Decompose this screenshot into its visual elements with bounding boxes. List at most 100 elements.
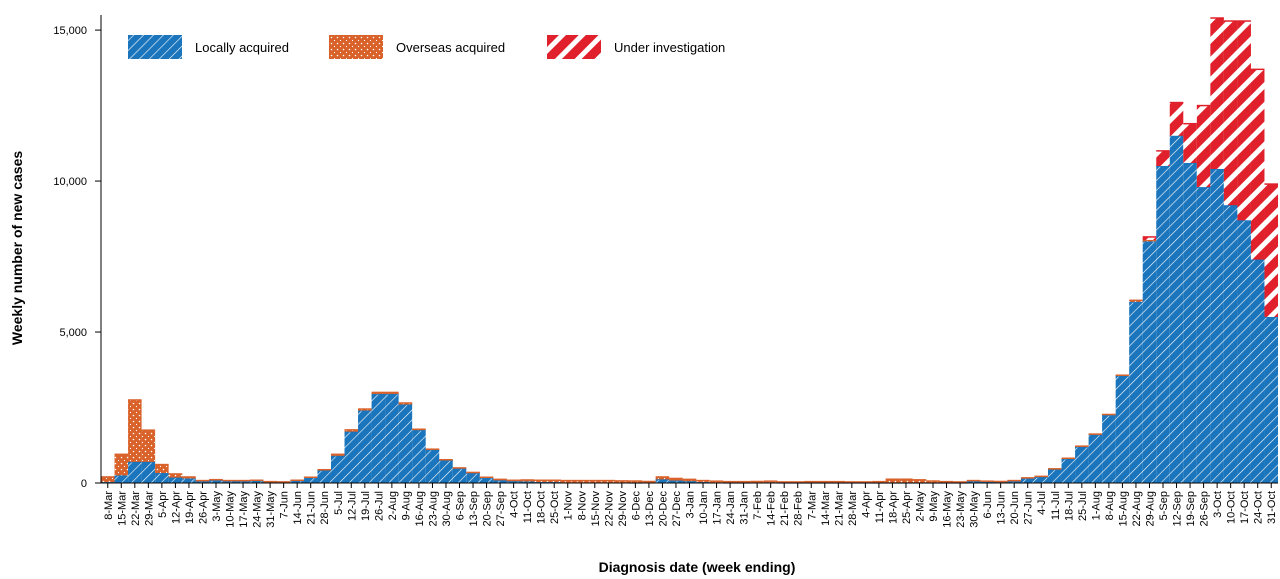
x-tick-label: 23-May [955, 491, 967, 528]
x-tick-label: 15-Nov [590, 491, 602, 527]
bar-segment [155, 464, 169, 474]
bar-segment [1142, 239, 1157, 242]
bar-segment [533, 480, 548, 483]
x-tick-label: 29-Aug [1144, 491, 1156, 526]
bar-segment [1183, 123, 1197, 163]
bar-segment [1183, 162, 1197, 484]
x-tick-label: 18-Apr [887, 491, 899, 524]
x-tick-label: 12-Jul [346, 491, 358, 521]
x-tick-label: 31-Oct [1266, 491, 1278, 524]
x-tick-label: 8-Nov [576, 491, 588, 521]
bar-segment [101, 476, 115, 483]
bar-segment [1210, 168, 1224, 483]
x-tick-label: 2-Aug [387, 491, 399, 520]
legend-swatch [128, 35, 182, 59]
x-tick-label: 22-Mar [130, 491, 142, 526]
bar-segment [1169, 135, 1184, 483]
bar-segment [1237, 220, 1251, 483]
x-tick-label: 28-Mar [847, 491, 859, 526]
x-tick-label: 24-Jan [725, 491, 737, 525]
bar-segment [1129, 300, 1143, 302]
bar-segment [1156, 150, 1170, 166]
bar-segment [628, 481, 643, 483]
x-tick-label: 5-Sep [1158, 491, 1170, 520]
bar-segment [493, 480, 507, 483]
x-tick-label: 21-Jun [306, 491, 318, 525]
bar-segment [371, 393, 386, 483]
x-tick-label: 20-Jun [1009, 491, 1021, 525]
x-tick-label: 30-Aug [441, 491, 453, 526]
bar-segment [330, 454, 345, 456]
x-tick-label: 10-Jan [698, 491, 710, 525]
x-tick-label: 24-May [252, 491, 264, 528]
x-tick-label: 25-Apr [901, 491, 913, 524]
bar-segment [425, 449, 440, 483]
bar-segment [128, 399, 142, 462]
x-tick-label: 11-Apr [874, 491, 886, 524]
x-tick-label: 3-Jan [685, 491, 697, 519]
x-tick-label: 4-Apr [860, 491, 872, 518]
x-tick-label: 11-Oct [522, 491, 534, 523]
bar-segment [128, 461, 142, 483]
x-tick-label: 1-Nov [563, 491, 575, 521]
x-tick-label: 5-Jul [333, 491, 345, 515]
x-tick-label: 12-Sep [1172, 491, 1184, 526]
x-tick-label: 26-Jul [373, 491, 385, 521]
bar-segment [1264, 316, 1278, 483]
bar-segment [1264, 184, 1278, 317]
x-tick-label: 6-Sep [455, 491, 467, 520]
x-tick-label: 22-Aug [1131, 491, 1143, 526]
x-tick-label: 12-Apr [170, 491, 182, 524]
bar-segment [1169, 102, 1184, 136]
bar-segment [899, 479, 913, 483]
bar-segment [385, 392, 399, 394]
x-tick-label: 31-Jan [739, 491, 751, 525]
bar-segment [615, 480, 629, 483]
x-tick-label: 19-Jul [360, 491, 372, 521]
bar-segment [655, 476, 670, 480]
bar-segment [669, 478, 683, 481]
bar-segment [358, 410, 372, 483]
x-tick-label: 20-Sep [482, 491, 494, 526]
bar-segment [560, 480, 575, 483]
x-tick-label: 31-May [265, 491, 277, 528]
bar-segment [466, 473, 480, 483]
bar-segment [168, 477, 183, 483]
legend-swatch [329, 35, 383, 59]
legend-label: Overseas acquired [396, 40, 505, 55]
x-tick-label: 17-May [238, 491, 250, 528]
x-tick-label: 17-Jan [712, 491, 724, 525]
bar-segment [601, 480, 616, 483]
bar-segment [520, 481, 534, 483]
x-tick-label: 18-Oct [536, 491, 548, 524]
x-tick-label: 15-Aug [1117, 491, 1129, 526]
x-tick-label: 14-Feb [766, 491, 778, 526]
x-tick-label: 14-Jun [292, 491, 304, 525]
x-tick-label: 21-Mar [833, 491, 845, 526]
bar-segment [114, 475, 129, 483]
x-tick-label: 17-Oct [1239, 491, 1251, 524]
bar-segment [1196, 105, 1211, 188]
bar-segment [1102, 415, 1116, 483]
bar-segment [1075, 446, 1089, 483]
bar-segment [371, 392, 386, 394]
bar-segment [452, 468, 467, 483]
bar-segment [709, 481, 724, 483]
bar-segment [358, 409, 372, 411]
bar-segment [141, 461, 156, 483]
bar-segment [209, 480, 223, 483]
x-tick-label: 14-Mar [820, 491, 832, 526]
bar-segment [1250, 69, 1265, 260]
x-tick-label: 25-Oct [549, 491, 561, 524]
y-tick-label: 15,000 [53, 25, 87, 37]
legend-swatch [547, 35, 601, 59]
bar-segment [344, 429, 359, 432]
bar-segment [885, 479, 900, 483]
bar-segment [182, 476, 196, 479]
x-axis-title: Diagnosis date (week ending) [599, 559, 796, 575]
x-tick-label: 6-Jun [982, 491, 994, 519]
x-tick-label: 7-Jun [279, 491, 291, 519]
bar-segment [912, 479, 927, 483]
bar-segment [114, 454, 129, 476]
